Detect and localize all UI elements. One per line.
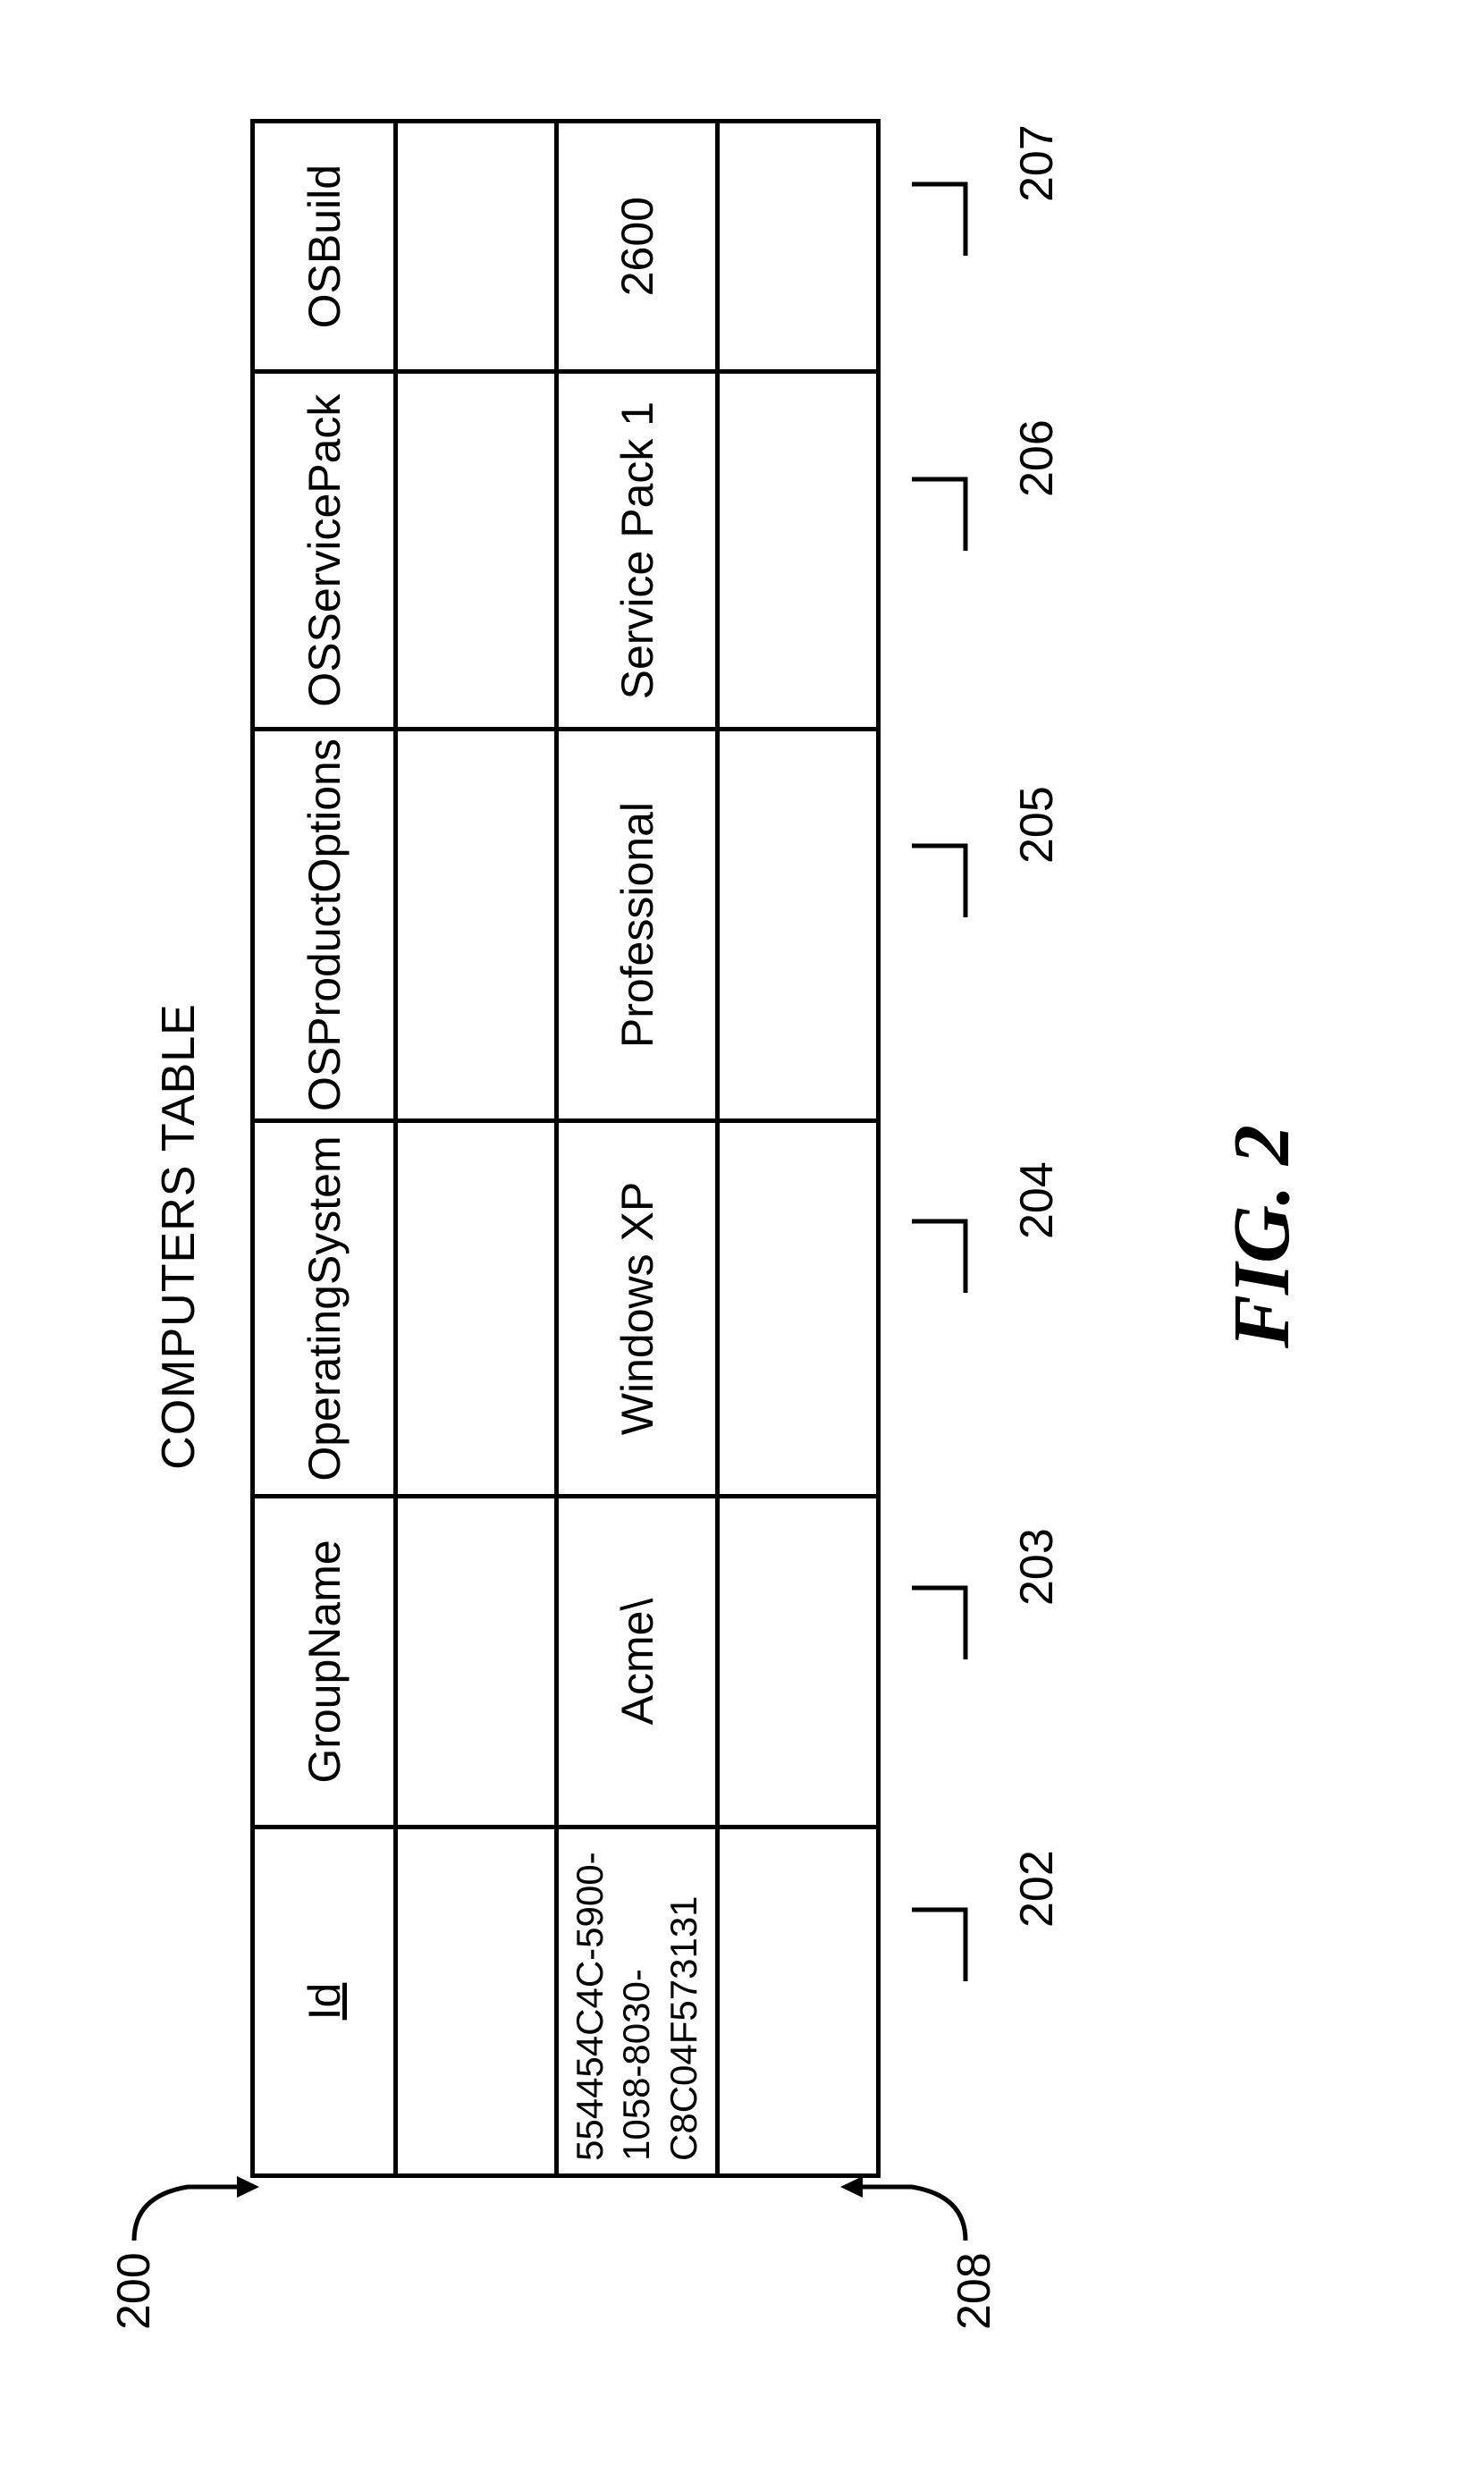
cell bbox=[718, 372, 879, 730]
cell bbox=[718, 1497, 879, 1827]
ref-205-label: 205 bbox=[1010, 786, 1064, 864]
table-header-row: Id GroupName OperatingSystem OSProductOp… bbox=[253, 122, 396, 2176]
figure-content: COMPUTERS TABLE 200 Id GroupName Operati… bbox=[0, 0, 1484, 2473]
ref-203-label: 203 bbox=[1010, 1528, 1064, 1606]
ref-208-label: 208 bbox=[948, 2252, 1001, 2330]
cell bbox=[396, 122, 557, 372]
ref-206-label: 206 bbox=[1010, 419, 1064, 497]
cell bbox=[718, 1121, 879, 1497]
cell: Service Pack 1 bbox=[557, 372, 718, 730]
cell bbox=[396, 1827, 557, 2176]
table-row bbox=[396, 122, 557, 2176]
ref-204-label: 204 bbox=[1010, 1161, 1064, 1239]
figure-caption: FIG. 2 bbox=[1216, 0, 1308, 2473]
cell bbox=[718, 1827, 879, 2176]
ref-202-label: 202 bbox=[1010, 1850, 1064, 1928]
table-row bbox=[718, 122, 879, 2176]
cell: 2600 bbox=[557, 122, 718, 372]
page: COMPUTERS TABLE 200 Id GroupName Operati… bbox=[0, 0, 1484, 2473]
cell: Windows XP bbox=[557, 1121, 718, 1497]
cell bbox=[396, 1497, 557, 1827]
col-header-os: OperatingSystem bbox=[253, 1121, 396, 1497]
ref-207-label: 207 bbox=[1010, 124, 1064, 202]
table-row: 554454C4C-5900-1058-8030-C8C04F573131 Ac… bbox=[557, 122, 718, 2176]
cell: Acme\ bbox=[557, 1497, 718, 1827]
computers-table: Id GroupName OperatingSystem OSProductOp… bbox=[250, 119, 881, 2178]
cell bbox=[396, 1121, 557, 1497]
cell bbox=[396, 372, 557, 730]
col-header-groupname: GroupName bbox=[253, 1497, 396, 1827]
col-header-osservicepack: OSServicePack bbox=[253, 372, 396, 730]
column-ref-callouts: 202 203 204 205 bbox=[912, 131, 1144, 2178]
col-header-osbuild: OSBuild bbox=[253, 122, 396, 372]
cell-id: 554454C4C-5900-1058-8030-C8C04F573131 bbox=[557, 1827, 718, 2176]
col-header-id: Id bbox=[299, 1983, 350, 2021]
table-title: COMPUTERS TABLE bbox=[152, 0, 206, 2473]
cell bbox=[396, 730, 557, 1121]
cell: Professional bbox=[557, 730, 718, 1121]
col-header-osproductoptions: OSProductOptions bbox=[253, 730, 396, 1121]
ref-200-label: 200 bbox=[107, 2252, 161, 2330]
cell bbox=[718, 730, 879, 1121]
cell bbox=[718, 122, 879, 372]
rotated-canvas: COMPUTERS TABLE 200 Id GroupName Operati… bbox=[0, 0, 1484, 2473]
